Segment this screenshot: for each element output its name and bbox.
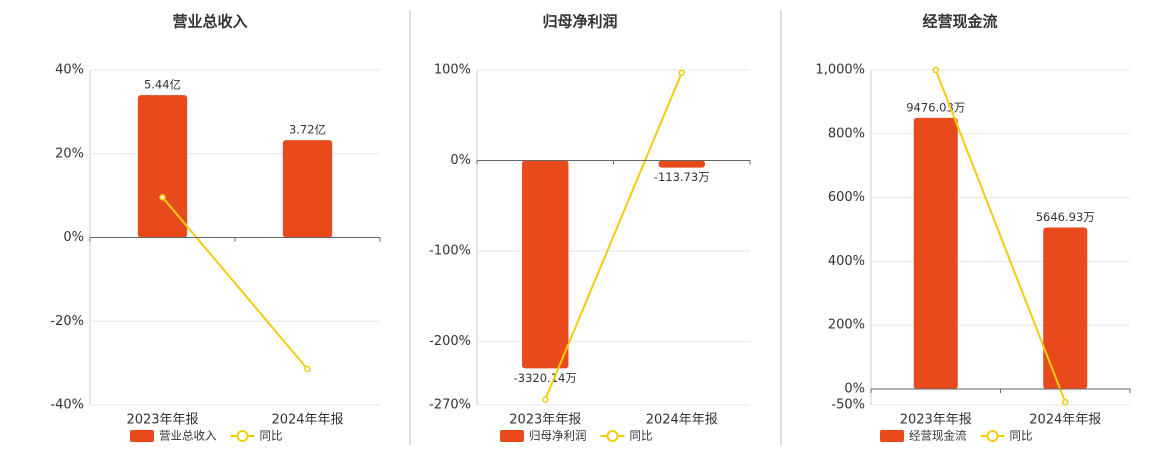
- y-tick-label: 0%: [63, 230, 84, 245]
- y-tick-label: 600%: [828, 190, 865, 205]
- line-series: [544, 72, 683, 400]
- y-tick-label: 100%: [434, 63, 471, 78]
- y-tick-label: -20%: [50, 314, 84, 329]
- legend-label: 同比: [630, 429, 653, 443]
- y-tick-label: -200%: [429, 334, 471, 349]
- bar: [1043, 227, 1088, 390]
- y-tick-label: -50%: [831, 398, 865, 413]
- line-point: [159, 194, 166, 201]
- legend-label: 归母净利润: [529, 429, 587, 443]
- line-point: [304, 365, 311, 373]
- legend-label: 同比: [260, 429, 283, 443]
- line-point: [542, 396, 549, 403]
- y-tick-label: -270%: [429, 398, 471, 413]
- y-tick-label: 0%: [450, 153, 471, 168]
- x-tick-label: 2024年年报: [646, 413, 718, 428]
- value-label: 9476.03万: [906, 100, 965, 114]
- line-point: [932, 66, 939, 74]
- y-tick-label: 20%: [55, 146, 84, 161]
- y-tick-label: 1,000%: [815, 63, 865, 78]
- y-tick-label: 40%: [55, 63, 84, 78]
- value-label: -3320.14万: [514, 371, 577, 385]
- bar: [913, 117, 958, 390]
- bar: [522, 160, 569, 369]
- line-point: [1062, 398, 1069, 406]
- bar: [658, 160, 705, 168]
- value-label: 5.44亿: [144, 78, 181, 92]
- y-tick-label: 800%: [828, 126, 865, 141]
- y-tick-label: 400%: [828, 254, 865, 269]
- line-series: [161, 196, 309, 370]
- bar: [137, 95, 188, 238]
- y-tick-label: -100%: [429, 244, 471, 259]
- bar: [282, 140, 333, 238]
- x-tick-label: 2023年年报: [126, 413, 198, 428]
- chart-title: 归母净利润: [542, 13, 617, 31]
- x-tick-label: 2024年年报: [271, 413, 343, 428]
- legend-label: 经营现金流: [909, 429, 967, 443]
- legend-marker: [236, 430, 249, 442]
- chart-title: 营业总收入: [172, 13, 247, 31]
- value-label: 5646.93万: [1036, 210, 1095, 224]
- y-tick-label: -40%: [50, 398, 84, 413]
- value-label: 3.72亿: [289, 123, 326, 137]
- legend-swatch: [500, 430, 524, 442]
- line-point: [678, 69, 685, 76]
- x-tick-label: 2023年年报: [509, 413, 581, 428]
- legend-marker: [606, 430, 619, 442]
- value-label: -113.73万: [654, 170, 710, 184]
- legend-swatch: [130, 430, 154, 442]
- legend-label: 同比: [1010, 429, 1033, 443]
- y-tick-label: 0%: [844, 382, 865, 397]
- x-tick-label: 2023年年报: [900, 413, 972, 428]
- y-tick-label: 200%: [828, 318, 865, 333]
- chart-title: 经营现金流: [922, 13, 997, 31]
- legend-swatch: [880, 430, 904, 442]
- x-tick-label: 2024年年报: [1029, 413, 1101, 428]
- line-series: [934, 69, 1067, 403]
- legend-label: 营业总收入: [159, 429, 217, 443]
- legend-marker: [986, 430, 999, 442]
